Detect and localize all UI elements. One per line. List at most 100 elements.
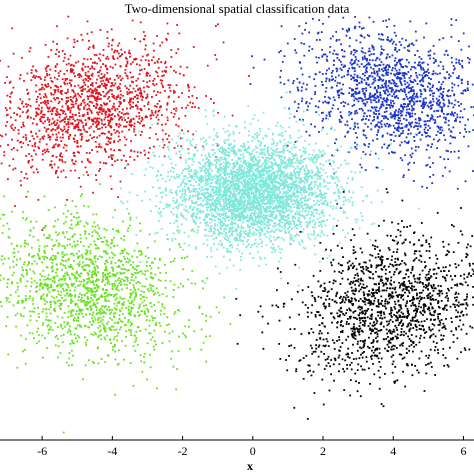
data-point xyxy=(382,70,385,72)
data-point xyxy=(254,242,257,244)
data-point xyxy=(191,106,193,108)
data-point xyxy=(103,82,106,85)
data-point xyxy=(359,171,361,173)
data-point xyxy=(456,187,459,190)
data-point xyxy=(202,199,205,202)
data-point xyxy=(401,159,404,162)
data-point xyxy=(9,100,11,103)
data-point xyxy=(306,109,309,111)
data-point xyxy=(11,123,14,126)
data-point xyxy=(374,152,377,155)
data-point xyxy=(192,102,194,105)
data-point xyxy=(365,118,367,120)
data-point xyxy=(328,113,331,115)
data-point xyxy=(9,80,12,83)
data-point xyxy=(140,120,143,123)
data-point xyxy=(348,111,351,113)
data-point xyxy=(296,77,299,80)
data-point xyxy=(270,246,273,249)
data-point xyxy=(76,40,79,42)
data-point xyxy=(282,185,285,188)
data-point xyxy=(55,97,58,99)
data-point xyxy=(18,77,21,80)
data-point xyxy=(238,237,241,239)
data-point xyxy=(126,93,129,96)
data-point xyxy=(207,158,210,161)
data-point xyxy=(210,255,213,258)
data-point xyxy=(132,81,134,83)
data-point xyxy=(40,115,43,118)
data-point xyxy=(185,198,187,200)
data-point xyxy=(30,79,33,81)
data-point xyxy=(463,135,465,138)
data-point xyxy=(281,221,283,224)
data-point xyxy=(56,111,59,114)
data-point xyxy=(287,192,289,194)
data-point xyxy=(192,189,195,191)
data-point xyxy=(257,213,259,215)
data-point xyxy=(408,161,411,164)
data-point xyxy=(75,123,77,126)
data-point xyxy=(140,108,142,111)
data-point xyxy=(427,129,429,131)
data-point xyxy=(251,174,254,176)
data-point xyxy=(78,108,81,111)
data-point xyxy=(354,141,356,144)
data-point xyxy=(247,172,250,175)
data-point xyxy=(413,97,416,100)
data-point xyxy=(367,145,370,148)
data-point xyxy=(283,201,286,204)
data-point xyxy=(400,88,402,91)
data-point xyxy=(409,20,412,23)
data-point xyxy=(256,245,259,248)
data-point xyxy=(241,252,244,255)
data-point xyxy=(281,135,284,137)
data-point xyxy=(411,86,414,88)
data-point xyxy=(133,158,136,161)
data-point xyxy=(147,72,150,75)
data-point xyxy=(212,114,215,117)
data-point xyxy=(98,108,100,110)
data-point xyxy=(211,204,214,206)
data-point xyxy=(141,118,144,121)
data-point xyxy=(143,124,145,127)
data-point xyxy=(181,193,184,196)
data-point xyxy=(73,85,76,87)
data-point xyxy=(56,78,59,81)
data-point xyxy=(139,134,142,136)
data-point xyxy=(363,55,366,58)
data-point xyxy=(106,68,109,71)
data-point xyxy=(422,105,425,108)
data-point xyxy=(99,77,102,79)
data-point xyxy=(354,110,357,113)
data-point xyxy=(244,210,247,213)
data-point xyxy=(468,58,471,61)
data-point xyxy=(442,68,445,70)
data-point xyxy=(81,160,83,163)
data-point xyxy=(227,165,230,168)
data-point xyxy=(422,102,424,104)
data-point xyxy=(107,108,109,110)
data-point xyxy=(159,192,162,194)
data-point xyxy=(78,76,81,79)
data-point xyxy=(271,132,274,135)
data-point xyxy=(231,176,233,179)
data-point xyxy=(82,79,85,82)
data-point xyxy=(60,128,62,131)
data-point xyxy=(429,127,431,129)
data-point xyxy=(179,137,182,140)
chart-title: Two-dimensional spatial classification d… xyxy=(124,1,350,16)
data-point xyxy=(239,200,242,203)
data-point xyxy=(237,244,239,247)
data-point xyxy=(69,69,72,72)
data-point xyxy=(373,116,375,118)
data-point xyxy=(63,128,66,131)
data-point xyxy=(353,73,356,76)
data-point xyxy=(169,170,172,173)
data-point xyxy=(249,157,252,159)
data-point xyxy=(225,177,227,179)
data-point xyxy=(96,86,99,88)
data-point xyxy=(408,61,410,64)
data-point xyxy=(454,136,456,139)
data-point xyxy=(308,134,311,137)
